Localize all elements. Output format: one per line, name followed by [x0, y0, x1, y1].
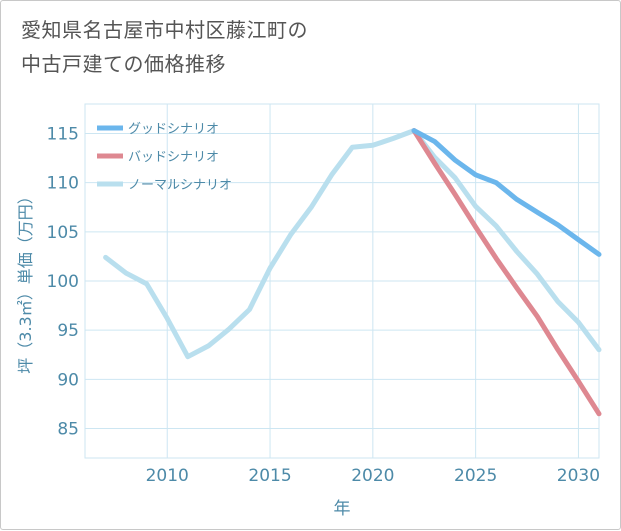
series-line-bad [411, 128, 602, 417]
y-tick-label: 110 [47, 174, 79, 194]
y-tick-label: 85 [57, 420, 79, 440]
y-tick-label: 100 [47, 272, 79, 292]
series-line-good [411, 128, 602, 257]
legend-item-bad[interactable]: バッドシナリオ [97, 150, 219, 165]
chart-title-line-1: 愛知県名古屋市中村区藤江町の [21, 18, 308, 42]
x-axis-label: 年 [334, 499, 351, 519]
x-tick-label: 2010 [146, 466, 189, 486]
y-tick-label: 115 [47, 125, 79, 145]
x-tick-label: 2030 [557, 466, 600, 486]
legend-item-normal[interactable]: ノーマルシナリオ [97, 178, 232, 193]
y-tick-label: 105 [47, 223, 79, 243]
legend-label: ノーマルシナリオ [128, 178, 232, 193]
x-axis-ticks: 2010 2015 2020 2025 2030 [146, 466, 600, 486]
y-tick-label: 90 [57, 370, 79, 390]
y-tick-label: 95 [57, 321, 79, 341]
x-tick-label: 2015 [248, 466, 291, 486]
chart-title: 愛知県名古屋市中村区藤江町の 中古戸建ての価格推移 [21, 13, 308, 81]
x-tick-label: 2025 [454, 466, 497, 486]
legend-label: バッドシナリオ [128, 150, 219, 165]
series-lines [103, 128, 602, 417]
y-axis-ticks: 85 90 95 100 105 110 115 [47, 125, 79, 440]
x-tick-label: 2020 [351, 466, 394, 486]
legend-label: グッドシナリオ [128, 122, 219, 137]
legend-item-good[interactable]: グッドシナリオ [97, 122, 219, 137]
y-axis-label: 坪（3.3㎡）単価（万円） [16, 188, 35, 373]
chart-title-line-2: 中古戸建ての価格推移 [21, 52, 226, 76]
series-line-normal [103, 128, 602, 360]
